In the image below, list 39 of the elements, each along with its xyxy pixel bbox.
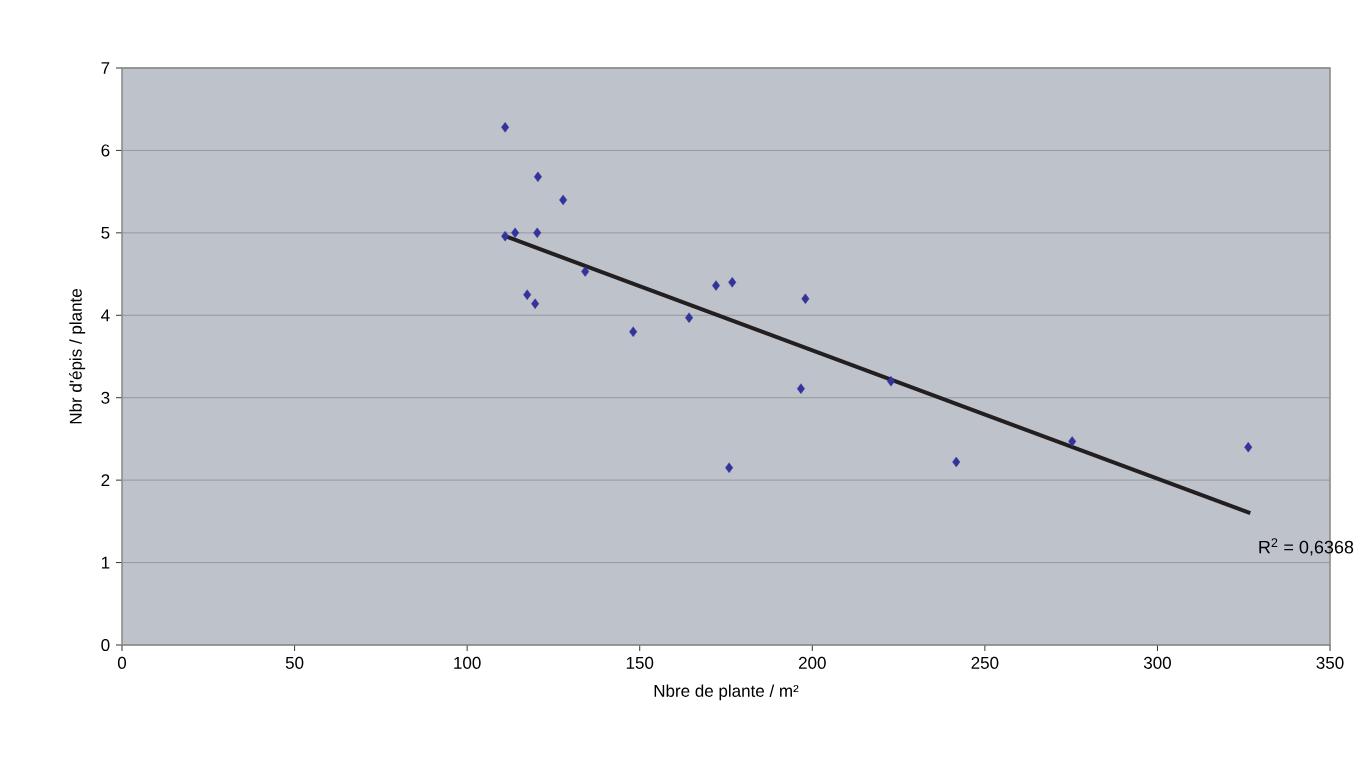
x-tick-label: 300 [1143,656,1171,669]
point [1068,436,1077,447]
point [581,266,590,277]
x-tick-label: 150 [626,656,654,669]
y-tick-label: 6 [101,144,110,157]
x-tick-label: 0 [117,656,127,669]
point [501,230,510,242]
point [629,326,638,337]
point [533,227,542,239]
point [796,383,805,394]
x-tick-label: 250 [971,656,999,669]
point [533,171,542,182]
point [511,227,520,239]
point [712,280,720,291]
y-tick-label: 2 [101,474,110,487]
y-tick-label: 1 [101,556,110,569]
point [887,376,895,387]
y-tick-label: 3 [101,391,110,404]
point [952,456,961,468]
point [1244,441,1253,453]
y-axis-title: Nbr d'épis / plante [69,289,86,424]
x-tick-label: 200 [798,656,826,669]
point [801,293,810,304]
point [728,277,737,288]
y-tick-label: 5 [101,226,110,239]
point [559,194,568,206]
point [685,312,694,323]
annotation: R$^{2}$ = 0,6368 [1259,538,1354,556]
x-tick-label: 350 [1316,656,1344,669]
y-tick-label: 7 [101,62,110,74]
x-tick-label: 100 [454,656,481,669]
point [725,462,734,473]
x-axis-title: Nbre de plante / m² [654,684,799,701]
point [501,122,510,133]
y-tick-label: 4 [101,309,110,322]
x-tick-label: 50 [285,656,304,669]
point [523,289,532,300]
point [531,298,540,309]
y-tick-label: 0 [101,638,110,652]
